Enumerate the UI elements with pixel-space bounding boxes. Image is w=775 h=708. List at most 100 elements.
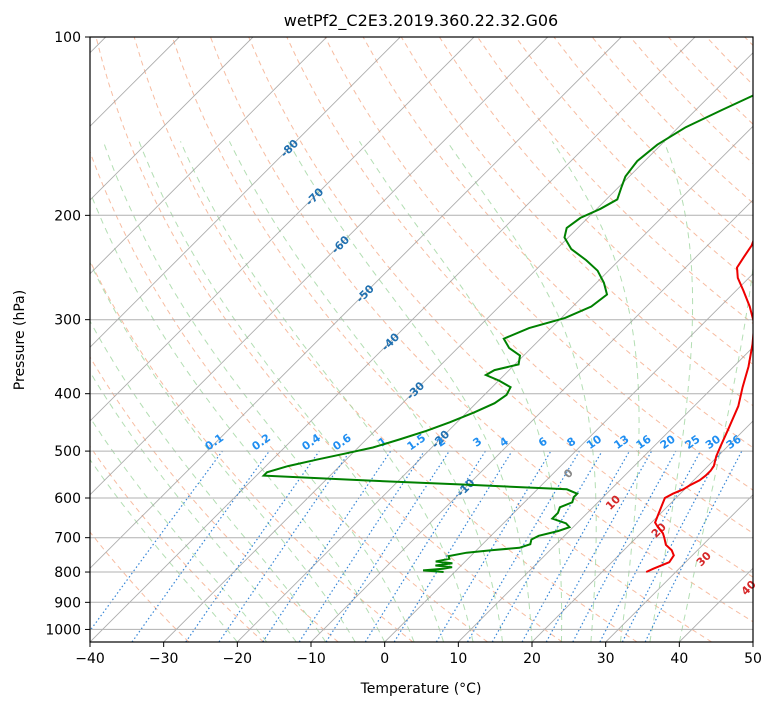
isotherm-label: -60: [329, 233, 352, 256]
mixing-ratio-label: 10: [584, 432, 604, 452]
moist-adiabat-line: [90, 416, 268, 642]
dry-adiabat-line: [706, 37, 753, 86]
isotherm-label: -40: [379, 330, 402, 353]
isotherm-label: -50: [354, 282, 377, 305]
mixing-ratio-label: 3: [471, 435, 485, 450]
mixing-ratio-line: [262, 450, 392, 642]
x-tick-label: 40: [670, 651, 688, 667]
isotherm-label: -80: [278, 137, 301, 160]
dry-adiabat-line: [248, 37, 753, 578]
mixing-ratio-labels: 0.1 0.2 0.4 0.6 1 1.5 2 3 4 6 8 10 13 16 20 25 30 36: [203, 431, 744, 453]
dry-adiabat-line: [438, 37, 753, 366]
isotherm-line: [90, 37, 475, 422]
mixing-ratio-label: 25: [682, 433, 702, 452]
y-tick-label: 1000: [45, 622, 81, 638]
moist-adiabat-line: [138, 141, 445, 642]
mixing-ratio-line: [185, 450, 320, 642]
isotherm-line: [90, 37, 254, 201]
y-tick-label: 600: [54, 491, 81, 507]
dry-adiabat-line: [133, 37, 638, 642]
mixing-ratio-line: [599, 450, 702, 642]
isobar-grid: [90, 37, 753, 630]
dry-adiabat-line: [90, 445, 264, 642]
mixing-ratio-label: 13: [611, 433, 631, 452]
y-tick-label: 900: [54, 595, 81, 611]
dry-adiabat-line: [210, 37, 753, 623]
mixing-ratio-label: 20: [658, 432, 678, 452]
isotherm-line: [236, 125, 753, 642]
x-tick-label: −20: [223, 651, 253, 667]
adiabat-label: 40: [739, 578, 759, 598]
x-axis: −40 −30 −20 −10 0 10 20 30 40 50: [75, 642, 762, 667]
moist-adiabat-line: [90, 370, 297, 642]
dry-adiabat-line: [90, 259, 414, 642]
plot-frame: [89, 36, 754, 643]
x-tick-label: −30: [149, 651, 179, 667]
y-axis: 1000 900 800 700 600 500 400 300 200 100: [45, 30, 90, 638]
isotherm-label: -30: [404, 379, 427, 402]
isotherm-line: [605, 494, 753, 642]
mixing-ratio-label: 0.1: [203, 431, 226, 453]
mixing-ratio-line: [545, 450, 653, 642]
mixing-ratio-line: [131, 450, 270, 642]
mixing-ratio-line: [644, 450, 743, 642]
mixing-ratio-label: 0.2: [250, 431, 273, 453]
dry-adiabat-line: [400, 37, 753, 407]
y-tick-label: 500: [54, 444, 81, 460]
isotherm-line: [531, 420, 753, 642]
y-tick-label: 100: [54, 30, 81, 46]
y-tick-label: 700: [54, 531, 81, 547]
moist-adiabat-line: [551, 141, 640, 642]
dry-adiabat-line: [95, 37, 563, 642]
isotherm-line: [310, 199, 753, 642]
y-tick-label: 200: [54, 208, 81, 224]
isotherm-line: [457, 346, 753, 642]
isotherm-line: [90, 37, 622, 569]
dry-adiabat-line: [515, 37, 753, 284]
y-tick-label: 800: [54, 565, 81, 581]
mixing-ratio-label: 6: [536, 435, 550, 450]
moist-adiabat-line: [446, 141, 597, 642]
adiabat-label: 10: [603, 492, 623, 512]
x-tick-label: 30: [597, 651, 615, 667]
mixing-ratio-label: 8: [565, 435, 579, 450]
mixing-ratio-line: [572, 450, 677, 642]
mixing-ratio-line: [393, 450, 513, 642]
mixing-ratio-line: [325, 450, 450, 642]
profiles: [261, 94, 753, 573]
y-tick-label: 400: [54, 387, 81, 403]
dry-adiabat-line: [90, 150, 488, 642]
mixing-ratio-line: [521, 450, 631, 642]
x-tick-label: 20: [523, 651, 541, 667]
mixing-ratio-line: [90, 450, 223, 632]
isotherm-line: [163, 52, 753, 642]
isotherm-line: [678, 567, 753, 642]
x-tick-label: 50: [744, 651, 762, 667]
dewpoint-line: [261, 94, 753, 573]
dry-adiabat-line: [90, 356, 339, 642]
isotherm-line: [90, 37, 696, 642]
isotherm-line: [90, 37, 549, 496]
moist-adiabat-line: [228, 141, 503, 642]
temperature-line: [645, 238, 753, 573]
x-tick-label: −10: [296, 651, 326, 667]
isotherm-line: [384, 273, 753, 642]
dry-adiabat-line: [744, 37, 753, 47]
isotherm-label: -10: [454, 476, 477, 499]
moist-adiabat-line: [678, 264, 753, 642]
x-axis-title: Temperature (°C): [360, 681, 482, 697]
x-tick-label: 0: [380, 651, 389, 667]
isotherm-line: [752, 641, 753, 642]
dry-adiabat-line: [90, 531, 190, 642]
x-tick-label: 10: [449, 651, 467, 667]
mixing-ratio-line: [298, 450, 425, 642]
mixing-ratio-label: 4: [497, 435, 511, 450]
isotherm-line: [90, 37, 401, 348]
adiabat-label: 30: [694, 549, 714, 569]
y-tick-label: 300: [54, 313, 81, 329]
mixing-ratio-line: [218, 450, 351, 642]
x-tick-label: −40: [75, 651, 105, 667]
moist-adiabat-line: [102, 141, 415, 642]
